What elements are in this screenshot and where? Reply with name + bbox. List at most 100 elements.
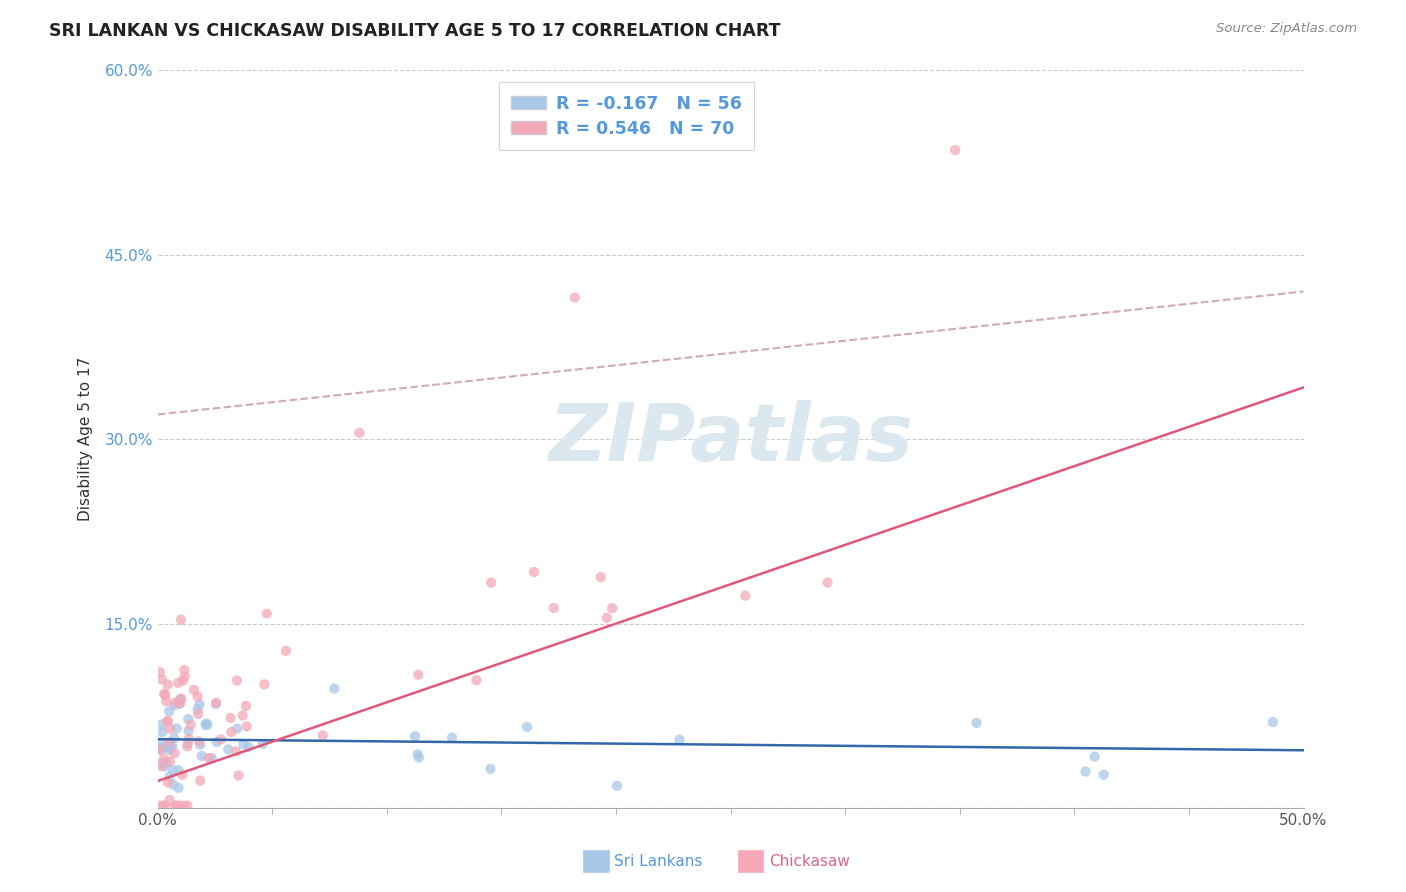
Point bbox=[1074, 764, 1097, 779]
Point bbox=[166, 722, 188, 736]
Point bbox=[153, 798, 176, 813]
Point bbox=[155, 756, 177, 770]
Point bbox=[221, 725, 243, 739]
Point bbox=[153, 752, 176, 766]
Point bbox=[232, 737, 254, 751]
Point bbox=[516, 720, 538, 734]
Text: Sri Lankans: Sri Lankans bbox=[614, 855, 703, 869]
Point bbox=[226, 722, 249, 736]
Point bbox=[149, 742, 172, 756]
Point bbox=[149, 736, 172, 750]
Point bbox=[187, 706, 209, 721]
Point bbox=[169, 697, 191, 711]
Point bbox=[349, 425, 371, 440]
Point bbox=[600, 601, 623, 615]
Point bbox=[177, 723, 200, 738]
Point bbox=[159, 735, 181, 749]
Point bbox=[190, 748, 212, 763]
Point bbox=[564, 291, 586, 305]
Point bbox=[197, 718, 219, 732]
Point bbox=[589, 570, 612, 584]
Point bbox=[173, 670, 195, 684]
Point bbox=[217, 742, 239, 756]
Point bbox=[153, 741, 176, 756]
Point bbox=[465, 673, 488, 688]
Point bbox=[312, 728, 335, 742]
Point bbox=[165, 696, 187, 710]
Point bbox=[441, 731, 464, 745]
Legend: R = -0.167   N = 56, R = 0.546   N = 70: R = -0.167 N = 56, R = 0.546 N = 70 bbox=[499, 82, 754, 150]
Point bbox=[235, 698, 257, 713]
Point bbox=[1084, 749, 1107, 764]
Point bbox=[157, 739, 180, 753]
Point bbox=[205, 696, 228, 710]
Point bbox=[159, 793, 181, 807]
Point bbox=[173, 663, 195, 677]
Point bbox=[1261, 715, 1284, 730]
Point bbox=[219, 711, 242, 725]
Point bbox=[173, 798, 195, 813]
Point bbox=[323, 681, 346, 696]
Point bbox=[157, 743, 180, 757]
Point bbox=[543, 601, 565, 615]
Point bbox=[156, 677, 179, 691]
Point bbox=[172, 673, 194, 688]
Point bbox=[163, 731, 186, 745]
Point bbox=[177, 712, 200, 726]
Point bbox=[479, 575, 502, 590]
Point bbox=[162, 777, 184, 791]
Point bbox=[187, 690, 209, 704]
Point bbox=[406, 747, 429, 762]
Point bbox=[150, 717, 173, 731]
Point bbox=[966, 715, 988, 730]
Point bbox=[149, 741, 172, 756]
Point bbox=[149, 665, 172, 680]
Point bbox=[201, 751, 224, 765]
Point bbox=[225, 744, 247, 758]
Point bbox=[157, 704, 180, 718]
Point bbox=[183, 682, 205, 697]
Point bbox=[238, 740, 260, 755]
Point bbox=[167, 798, 190, 813]
Point bbox=[209, 732, 232, 747]
Point bbox=[943, 143, 966, 157]
Point bbox=[180, 718, 202, 732]
Point bbox=[163, 698, 186, 713]
Point bbox=[149, 743, 172, 757]
Point bbox=[205, 697, 228, 711]
Point bbox=[155, 694, 177, 708]
Point bbox=[668, 732, 690, 747]
Text: SRI LANKAN VS CHICKASAW DISABILITY AGE 5 TO 17 CORRELATION CHART: SRI LANKAN VS CHICKASAW DISABILITY AGE 5… bbox=[49, 22, 780, 40]
Point bbox=[156, 714, 179, 728]
Point bbox=[169, 692, 191, 706]
Point bbox=[150, 759, 173, 773]
Point bbox=[187, 702, 209, 716]
Point bbox=[232, 708, 254, 723]
Point bbox=[166, 798, 188, 813]
Point bbox=[188, 773, 211, 788]
Point bbox=[188, 698, 211, 712]
Point bbox=[150, 725, 173, 739]
Point bbox=[194, 718, 217, 732]
Point bbox=[162, 763, 184, 777]
Point bbox=[225, 673, 247, 688]
Point bbox=[163, 798, 186, 813]
Point bbox=[256, 607, 278, 621]
Point bbox=[172, 768, 194, 782]
Point bbox=[408, 750, 430, 764]
Point bbox=[160, 739, 183, 753]
Point bbox=[177, 737, 200, 751]
Point bbox=[205, 735, 228, 749]
Point bbox=[235, 719, 257, 733]
Point bbox=[150, 756, 173, 771]
Point bbox=[197, 751, 219, 765]
Point bbox=[274, 644, 297, 658]
Point bbox=[252, 737, 274, 751]
Point bbox=[253, 677, 276, 691]
Text: Chickasaw: Chickasaw bbox=[769, 855, 851, 869]
Point bbox=[1092, 768, 1115, 782]
Point bbox=[734, 589, 756, 603]
Text: Source: ZipAtlas.com: Source: ZipAtlas.com bbox=[1216, 22, 1357, 36]
Point bbox=[156, 714, 179, 728]
Point bbox=[167, 763, 190, 777]
